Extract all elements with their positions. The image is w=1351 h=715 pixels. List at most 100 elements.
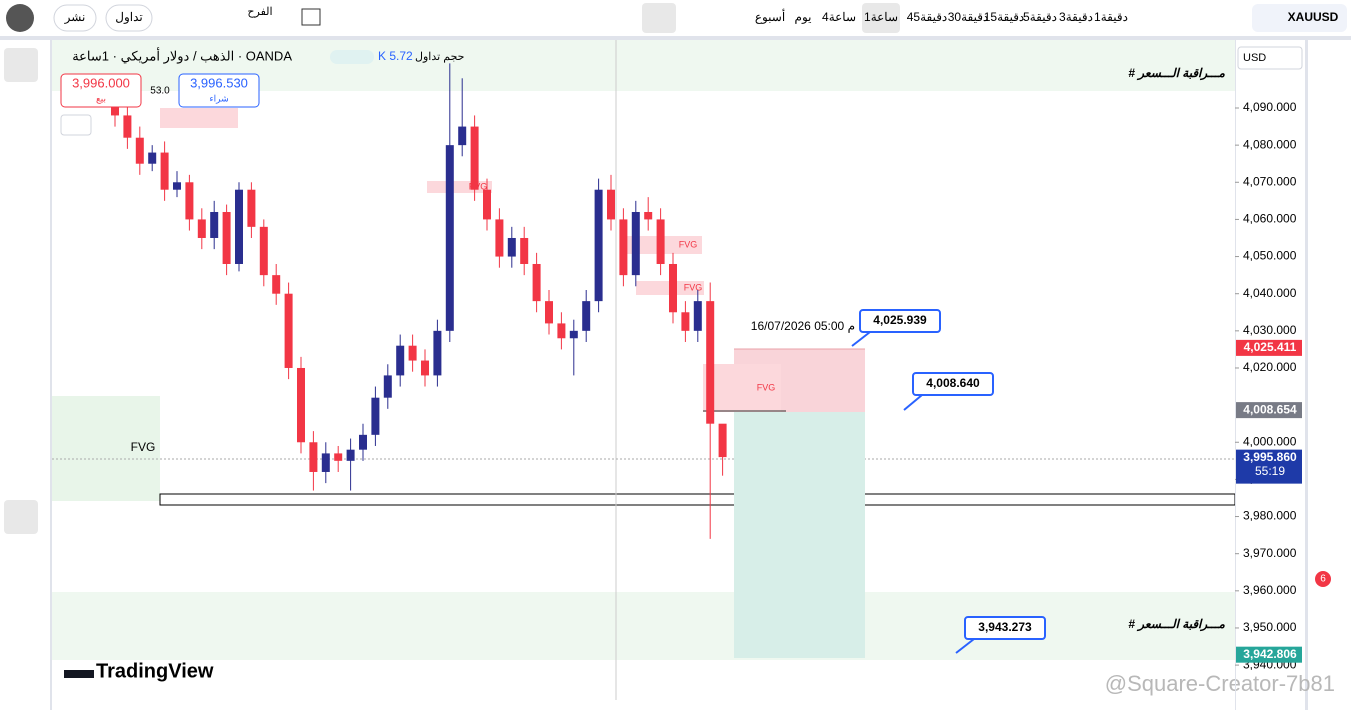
tool-active[interactable] [4,500,38,534]
timeframe[interactable]: 4ساعة [822,10,856,24]
icon-active[interactable] [642,3,676,33]
tick-label: 4,030.000 [1243,323,1297,337]
candle-body [383,375,392,398]
timeframe[interactable]: 1ساعة [864,10,898,24]
callout-label: 4,025.939 [873,313,927,327]
timeframe[interactable]: يوم [795,10,812,24]
fvg-label: FVG [684,282,703,292]
timeframe[interactable]: 1دقيقة [1094,10,1128,24]
tick-label: 4,080.000 [1243,137,1297,151]
tick-label: 4,070.000 [1243,174,1297,188]
candle-body [321,453,330,472]
divider [50,40,52,710]
badge [1315,571,1331,587]
candle-body [619,219,628,276]
candle-body [532,263,541,302]
candle-body [173,182,181,190]
price-tag-label: 3,942.806 [1243,647,1297,661]
badge-count: 6 [1320,574,1326,585]
symbol-box[interactable] [1252,4,1347,32]
tick-label: 4,000.000 [1243,434,1297,448]
pointer [851,331,871,347]
publish-button[interactable] [53,4,97,32]
candle-body [470,126,479,190]
candle-body [545,301,553,324]
axis-border [1235,40,1236,710]
candle-body [693,301,702,331]
candle-body [507,237,516,257]
candles [111,63,727,539]
timeframe[interactable]: 15دقيقة [984,10,1025,24]
candle-body [445,145,454,331]
candle-body [520,237,529,264]
countdown: 55:19 [1255,464,1285,478]
buy-label: شراء [209,93,228,104]
candle-body [259,226,268,276]
timeframe[interactable]: 3دقيقة [1059,10,1093,24]
candle-body [495,219,504,257]
trade-button[interactable] [105,4,153,32]
timeframe[interactable]: 5دقيقة [1023,10,1057,24]
tick-label: 3,950.000 [1243,620,1297,634]
timeframe[interactable]: أسبوع [755,9,785,24]
tick-label: 4,090.000 [1243,100,1297,114]
volume-value: K 5.72 [378,49,413,63]
candle-body [483,189,491,220]
candle-body [185,182,194,220]
buy-price: 3,996.530 [190,75,248,90]
candle-body [222,211,231,264]
candle-body [594,189,603,302]
zone [52,592,1235,660]
callout[interactable] [912,372,994,396]
alert-label[interactable]: الفرح [247,6,272,18]
tick-label: 4,050.000 [1243,249,1297,263]
fvg-label: FVG [757,382,776,392]
currency-select[interactable] [1237,46,1303,70]
candle-body [669,263,677,313]
pointer [955,638,975,654]
price-tag-label: 4,025.411 [1244,340,1297,354]
candle-body [235,189,243,264]
spread: 53.0 [150,86,170,97]
timeframe-active [862,3,900,33]
price-tag [1236,646,1302,663]
timeframe[interactable]: 30دقيقة [948,10,989,24]
watermark: @Square-Creator-7b81 [1105,671,1335,696]
collapse-button[interactable] [60,114,92,136]
icon[interactable] [301,8,321,26]
tool-active[interactable] [4,48,38,82]
candle-body [371,397,380,435]
reward-zone [734,412,865,658]
date-label: 16/07/2026 05:00 م [751,319,855,333]
candle-body [160,152,169,190]
tick-label: 3,980.000 [1243,509,1297,523]
sell-button[interactable] [60,73,142,108]
time-axis [52,700,1235,710]
currency: USD [1243,52,1266,64]
buy-button[interactable] [178,73,260,108]
logo-text: TradingView [96,660,214,682]
price-tag-label: 3,995.860 [1243,450,1297,464]
candle-body [247,189,256,227]
watch-label: # مـــراقبة الـــسعر [1128,617,1225,632]
candle-body [656,219,665,264]
candle-body [569,330,578,339]
candle-body [197,219,206,238]
avatar[interactable] [6,4,34,32]
candle-body [644,211,653,220]
callout[interactable] [964,616,1046,640]
callout[interactable] [859,309,941,333]
fvg-box [703,364,781,412]
sell-label: بيع [96,93,106,104]
callout-label: 3,943.273 [978,620,1032,634]
candle-body [631,211,640,276]
candle-body [334,453,343,461]
timeframe[interactable]: 45دقيقة [907,10,948,24]
tick-label: 4,040.000 [1243,286,1297,300]
candle-body [135,137,144,164]
candle-body [346,449,355,461]
price-axis: 4,090.000 4,080.000 4,070.000 4,060.000 4,05… [1235,100,1302,671]
